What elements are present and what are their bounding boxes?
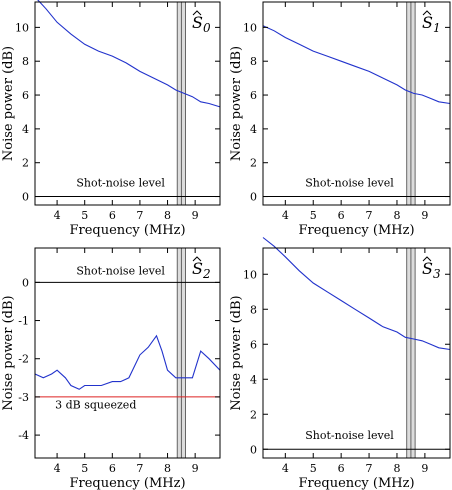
chart-panel-2: Shot-noise level 3 dB squeezed 4 5 6 7 8 9 -4 -3 -…	[1, 247, 221, 490]
panel-label-hat	[192, 10, 202, 16]
series-line-0	[262, 25, 451, 105]
chart-panel-1: Shot-noise level 4 5 6 7 8 9 0 2 4 6 8 10 Frequency (…	[229, 1, 451, 238]
x-tick-label: 8	[164, 462, 171, 475]
x-axis-title: Frequency (MHz)	[69, 223, 185, 238]
x-tick-label: 9	[192, 462, 199, 475]
panel-label-subscript: 0	[203, 21, 211, 35]
y-tick-label: 2	[22, 157, 29, 170]
plot-frame	[34, 1, 221, 206]
x-tick-label: 9	[192, 209, 199, 222]
y-tick-label: 6	[250, 89, 257, 102]
y-tick-label: 0	[22, 276, 29, 289]
reference-line-label-1: 3 dB squeezed	[55, 398, 136, 411]
y-tick-label: 4	[250, 123, 257, 136]
panel-label: S2	[192, 259, 211, 281]
x-tick-label: 4	[54, 209, 61, 222]
y-tick-label: 6	[22, 89, 29, 102]
x-tick-label: 4	[54, 462, 61, 475]
y-tick-label: 8	[22, 55, 29, 68]
panel-label: S3	[422, 259, 441, 281]
y-tick-label: 8	[250, 55, 257, 68]
x-tick-label: 5	[81, 462, 88, 475]
x-tick-label: 7	[366, 209, 373, 222]
series-line-0	[37, 0, 221, 108]
x-tick-label: 7	[136, 209, 143, 222]
panel-label-subscript: 3	[433, 267, 441, 281]
panel-label-subscript: 1	[433, 21, 441, 35]
y-tick-label: 10	[15, 21, 29, 34]
panel-label: S1	[422, 13, 441, 35]
reference-line-label-0: Shot-noise level	[76, 265, 165, 278]
x-tick-label: 8	[393, 209, 400, 222]
y-tick-label: -4	[18, 429, 29, 442]
y-axis-title: Noise power (dB)	[229, 295, 244, 410]
x-tick-label: 5	[310, 462, 317, 475]
y-tick-label: 8	[250, 303, 257, 316]
panel-label-hat	[422, 10, 432, 16]
x-tick-label: 9	[421, 209, 428, 222]
reference-line-label-0: Shot-noise level	[305, 429, 394, 442]
x-tick-label: 4	[282, 462, 289, 475]
series-line-0	[262, 237, 451, 351]
x-tick-label: 7	[136, 462, 143, 475]
y-axis-title: Noise power (dB)	[1, 295, 16, 410]
x-axis-title: Frequency (MHz)	[298, 476, 414, 490]
y-axis-title: Noise power (dB)	[1, 46, 16, 161]
x-axis-title: Frequency (MHz)	[298, 223, 414, 238]
panel-label-subscript: 2	[202, 267, 211, 281]
y-tick-label: 6	[250, 338, 257, 351]
plot-frame	[262, 247, 451, 459]
y-tick-label: -2	[18, 353, 29, 366]
x-tick-label: 4	[282, 209, 289, 222]
x-tick-label: 6	[338, 462, 345, 475]
x-tick-label: 6	[338, 209, 345, 222]
y-tick-label: -3	[18, 391, 29, 404]
panel-label-hat	[422, 256, 432, 262]
y-tick-label: 10	[243, 268, 257, 281]
panel-label: S0	[192, 13, 211, 35]
x-axis-title: Frequency (MHz)	[69, 476, 185, 490]
y-tick-label: 0	[22, 191, 29, 204]
x-tick-label: 5	[310, 209, 317, 222]
y-axis-title: Noise power (dB)	[229, 46, 244, 161]
y-tick-label: 10	[243, 21, 257, 34]
chart-panel-0: Shot-noise level 4 5 6 7 8 9 0 2 4 6 8 10 Frequency (…	[1, 0, 221, 238]
panel-label-hat	[192, 256, 202, 262]
y-tick-label: 0	[250, 191, 257, 204]
series-line-0	[34, 334, 221, 390]
y-tick-label: 0	[250, 443, 257, 456]
y-tick-label: -1	[18, 315, 29, 328]
plot-frame	[262, 1, 451, 206]
x-tick-label: 7	[366, 462, 373, 475]
x-tick-label: 9	[421, 462, 428, 475]
x-tick-label: 6	[109, 209, 116, 222]
y-tick-label: 2	[250, 408, 257, 421]
x-tick-label: 5	[81, 209, 88, 222]
chart-panel-3: Shot-noise level 4 5 6 7 8 9 0 2 4 6 8 10 Frequency (…	[229, 237, 451, 490]
y-tick-label: 2	[250, 157, 257, 170]
x-tick-label: 8	[164, 209, 171, 222]
y-tick-label: 4	[250, 373, 257, 386]
y-tick-label: 4	[22, 123, 29, 136]
plot-frame	[34, 247, 221, 459]
x-tick-label: 6	[109, 462, 116, 475]
reference-line-label-0: Shot-noise level	[305, 176, 394, 189]
x-tick-label: 8	[393, 462, 400, 475]
reference-line-label-0: Shot-noise level	[76, 176, 165, 189]
